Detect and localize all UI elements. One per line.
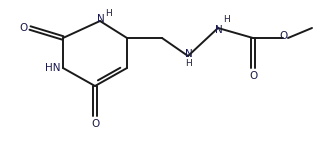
Text: N: N	[185, 49, 193, 59]
Text: O: O	[20, 23, 28, 33]
Text: H: H	[186, 60, 192, 68]
Text: N: N	[97, 14, 105, 24]
Text: N: N	[215, 25, 223, 35]
Text: HN: HN	[45, 63, 60, 73]
Text: O: O	[249, 71, 257, 81]
Text: H: H	[224, 15, 230, 25]
Text: H: H	[106, 8, 112, 18]
Text: O: O	[91, 119, 99, 129]
Text: O: O	[280, 31, 288, 41]
